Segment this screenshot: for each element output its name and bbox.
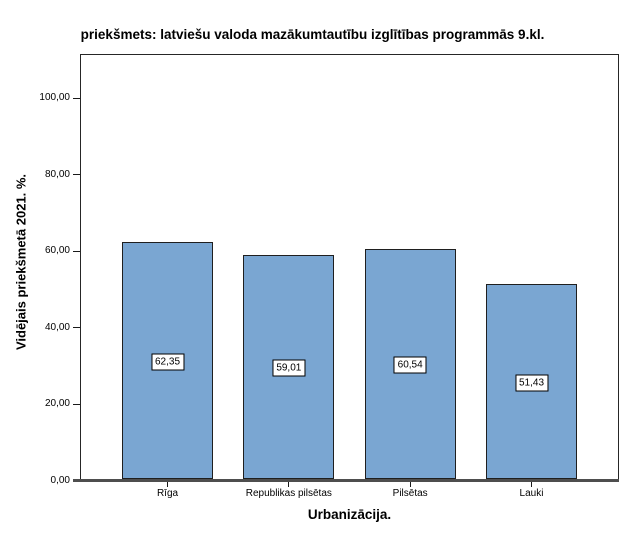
y-tick-label: 80,00 — [44, 168, 70, 180]
y-tick-mark — [73, 250, 80, 252]
x-category-label: Republikas pilsētas — [245, 488, 332, 499]
x-axis-label: Urbanizācija. — [307, 507, 392, 522]
x-tick-mark — [531, 482, 532, 487]
x-tick-mark — [167, 482, 168, 487]
x-tick-mark — [288, 482, 290, 487]
y-tick-mark — [73, 327, 80, 329]
bar-value-label: 59,01 — [272, 359, 306, 377]
y-tick-label: 100,00 — [39, 92, 70, 103]
x-category-label: Pilsētas — [392, 488, 428, 499]
x-tick-mark — [409, 482, 411, 487]
chart-title: priekšmets: latviešu valoda mazākumtautī… — [80, 27, 545, 42]
x-category-label: Lauki — [519, 488, 544, 499]
y-tick-label: 0,00 — [50, 475, 70, 486]
y-tick-mark — [73, 174, 80, 176]
x-category-label: Rīga — [156, 488, 179, 499]
bar — [122, 242, 213, 479]
bar-value-label: 62,35 — [150, 353, 185, 371]
y-tick-mark — [73, 97, 80, 99]
x-axis-baseline — [73, 479, 619, 482]
y-tick-label: 20,00 — [44, 398, 70, 410]
y-tick-label: 60,00 — [44, 245, 70, 257]
y-tick-mark — [73, 403, 80, 405]
y-tick-label: 40,00 — [44, 321, 70, 333]
bar-value-label: 51,43 — [514, 374, 549, 391]
bar-value-label: 60,54 — [393, 356, 427, 374]
